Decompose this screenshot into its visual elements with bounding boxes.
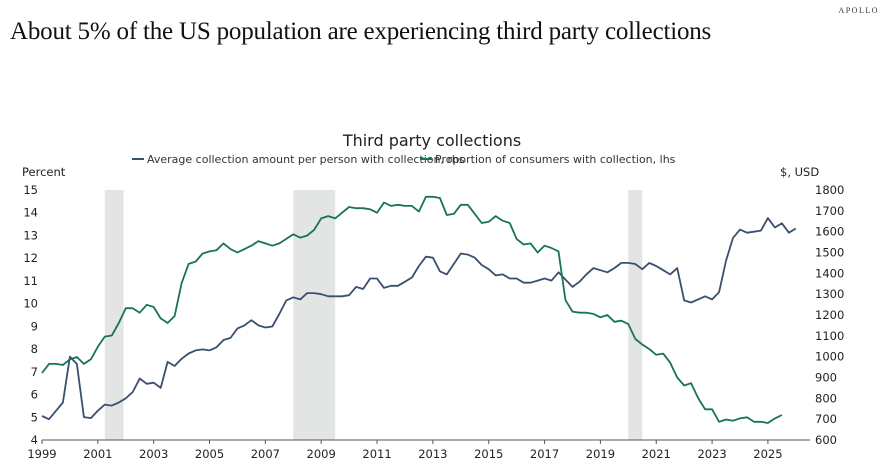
- right-tick-label: 1500: [815, 246, 844, 260]
- left-tick-label: 5: [31, 410, 38, 424]
- left-tick-label: 10: [23, 297, 38, 311]
- x-tick-label: 2017: [530, 447, 559, 461]
- left-tick-label: 9: [31, 319, 38, 333]
- x-tick-label: 2009: [307, 447, 336, 461]
- left-axis-title: Percent: [22, 165, 66, 179]
- series-lines: [41, 195, 797, 424]
- right-tick-label: 1800: [815, 183, 844, 197]
- brand-logo: APOLLO: [838, 6, 879, 15]
- x-tick-label: 2007: [251, 447, 280, 461]
- x-tick-label: 1999: [27, 447, 56, 461]
- x-tick-label: 2015: [474, 447, 503, 461]
- right-tick-label: 1300: [815, 287, 844, 301]
- left-tick-label: 12: [23, 251, 38, 265]
- x-tick-label: 2021: [642, 447, 671, 461]
- legend-label-amount: Average collection amount per person wit…: [147, 153, 465, 166]
- left-tick-label: 6: [31, 388, 38, 402]
- x-tick-label: 2003: [139, 447, 168, 461]
- left-tick-label: 13: [23, 228, 38, 242]
- x-tick-label: 2005: [195, 447, 224, 461]
- chart-title: Third party collections: [342, 131, 521, 150]
- right-tick-label: 1100: [815, 329, 844, 343]
- left-tick-label: 14: [23, 206, 38, 220]
- x-axis: 1999 2001 2003 2005 2007 2009 2011 2013 2015 2017…: [27, 439, 810, 461]
- legend: Average collection amount per person wit…: [132, 153, 676, 166]
- left-tick-label: 4: [31, 433, 38, 447]
- series-line-proportion: [41, 195, 783, 424]
- x-tick-label: 2013: [418, 447, 447, 461]
- right-tick-label: 1200: [815, 308, 844, 322]
- left-tick-label: 7: [31, 365, 38, 379]
- right-axis-ticks: 600 700 800 900 1000 1100 1200 1300 1400 1500 1600…: [815, 183, 844, 447]
- right-tick-label: 800: [815, 391, 837, 405]
- left-axis-ticks: 4 5 6 7 8 9 10 11 12 13 14 15: [23, 183, 38, 447]
- x-tick-label: 2011: [362, 447, 391, 461]
- recession-band: [293, 190, 336, 440]
- right-axis-title: $, USD: [780, 165, 819, 179]
- left-tick-label: 15: [23, 183, 38, 197]
- right-tick-label: 600: [815, 433, 837, 447]
- recession-band: [628, 190, 643, 440]
- right-tick-label: 900: [815, 371, 837, 385]
- legend-label-proportion: Proportion of consumers with collection,…: [435, 153, 676, 166]
- left-tick-label: 11: [23, 274, 38, 288]
- x-tick-label: 2025: [753, 447, 782, 461]
- right-tick-label: 1700: [815, 204, 844, 218]
- series-line-average-amount: [41, 217, 797, 421]
- recession-band: [104, 190, 124, 440]
- right-tick-label: 1600: [815, 225, 844, 239]
- left-tick-label: 8: [31, 342, 38, 356]
- right-tick-label: 1400: [815, 266, 844, 280]
- recession-bands: [104, 190, 643, 440]
- x-tick-label: 2019: [586, 447, 615, 461]
- right-tick-label: 1000: [815, 350, 844, 364]
- x-tick-label: 2023: [697, 447, 726, 461]
- x-tick-label: 2001: [83, 447, 112, 461]
- right-tick-label: 700: [815, 412, 837, 426]
- page-headline: About 5% of the US population are experi…: [10, 18, 712, 45]
